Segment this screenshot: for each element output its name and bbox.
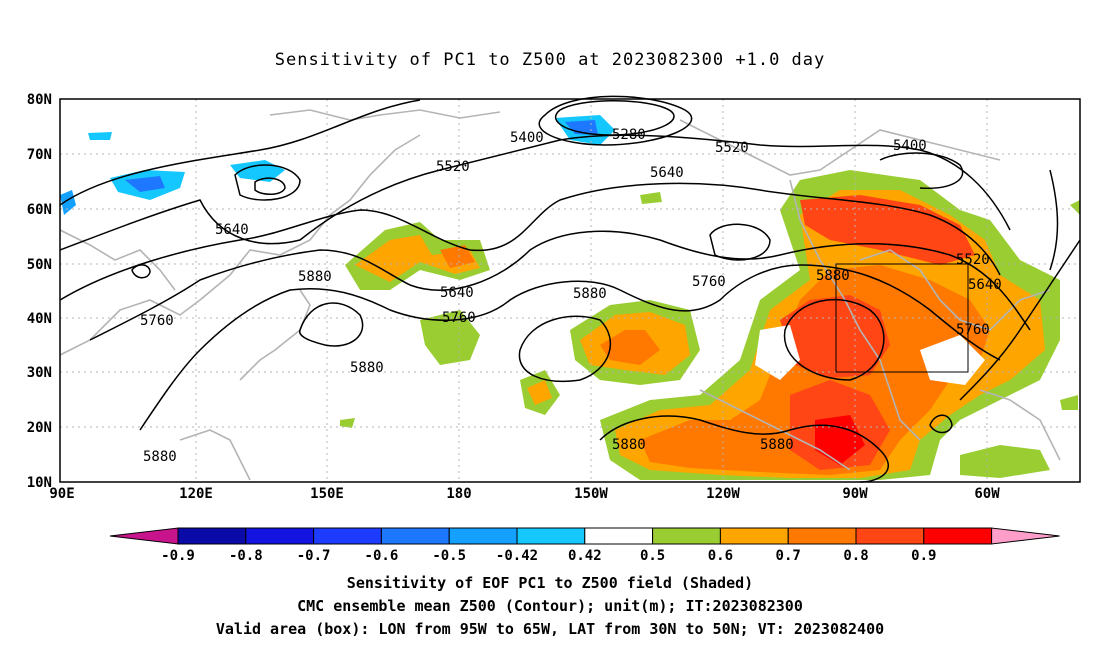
colorbar-swatch: [177, 527, 247, 545]
coastlines: [59, 109, 1061, 481]
contour-label: 5880: [760, 437, 794, 453]
contour-label: 5400: [510, 130, 544, 146]
valid-area-box: [835, 263, 969, 373]
colorbar-swatch: [313, 527, 382, 545]
colorbar-swatch: [380, 527, 450, 545]
colorbar-tick-label: -0.6: [365, 548, 399, 564]
contour-label: 5760: [140, 313, 174, 329]
caption-line-2: CMC ensemble mean Z500 (Contour); unit(m…: [297, 597, 803, 615]
colorbar-tick-label: 0.7: [776, 548, 801, 564]
contour-label: 5520: [956, 252, 990, 268]
colorbar-tick-label: 0.6: [708, 548, 733, 564]
contour-label: 5880: [350, 360, 384, 376]
colorbar-tick-label: -0.42: [496, 548, 538, 564]
colorbar-swatch: [584, 527, 654, 545]
contour-label: 5640: [968, 277, 1002, 293]
lat-label: 60N: [27, 202, 52, 218]
colorbar-swatch: [448, 527, 518, 545]
lat-label: 40N: [27, 311, 52, 327]
contour-label: 5400: [893, 138, 927, 154]
colorbar-tick-label: -0.5: [432, 548, 466, 564]
colorbar-tick-label: -0.7: [297, 548, 331, 564]
lat-label: 10N: [27, 475, 52, 491]
lat-label: 80N: [27, 92, 52, 108]
map-frame: [59, 98, 1081, 483]
lat-label: 30N: [27, 365, 52, 381]
lon-label: 150W: [574, 486, 608, 502]
colorbar-swatch: [245, 527, 315, 545]
lon-label: 180: [446, 486, 471, 502]
contour-label: 5640: [215, 222, 249, 238]
colorbar-tick-label: -0.8: [229, 548, 263, 564]
lat-label: 20N: [27, 420, 52, 436]
caption-line-1: Sensitivity of EOF PC1 to Z500 field (Sh…: [346, 574, 754, 592]
colorbar-swatch: [516, 527, 586, 545]
contour-label: 5760: [692, 274, 726, 290]
colorbar-tick-label: 0.5: [640, 548, 665, 564]
lon-label: 90W: [842, 486, 868, 502]
contour-label: 5760: [442, 310, 476, 326]
contour-label: 5520: [715, 140, 749, 156]
contour-label: 5880: [612, 437, 646, 453]
lon-label: 120W: [706, 486, 740, 502]
contour-label: 5760: [956, 322, 990, 338]
colorbar-swatch: [719, 527, 789, 545]
colorbar-tick-label: 0.8: [843, 548, 868, 564]
contour-label: 5520: [436, 159, 470, 175]
colorbar-tick-label: 0.9: [911, 548, 936, 564]
contour-label: 5640: [650, 165, 684, 181]
graticule: [60, 99, 1080, 482]
contour-label: 5640: [440, 285, 474, 301]
z500-contours: [59, 95, 1081, 483]
lon-label: 120E: [179, 486, 213, 502]
caption-line-3: Valid area (box): LON from 95W to 65W, L…: [215, 620, 885, 638]
colorbar-tick-label: 0.42: [568, 548, 602, 564]
lat-label: 70N: [27, 147, 52, 163]
contour-label: 5880: [816, 268, 850, 284]
colorbar: -0.9 -0.8 -0.7 -0.6 -0.5 -0.42 0.42 0.5 0.6 0.7 0.…: [109, 527, 1060, 564]
lon-label: 60W: [974, 486, 1000, 502]
contour-label: 5880: [143, 449, 177, 465]
colorbar-swatch: [787, 527, 857, 545]
colorbar-swatch: [855, 527, 925, 545]
colorbar-extend-high: [991, 527, 1060, 545]
lon-label: 90E: [49, 486, 74, 502]
lat-label: 50N: [27, 257, 52, 273]
contour-label: 5880: [298, 269, 332, 285]
contour-label: 5880: [573, 286, 607, 302]
lon-label: 150E: [310, 486, 344, 502]
contour-label: 5280: [612, 127, 646, 143]
colorbar-extend-low: [109, 527, 179, 545]
map-title: Sensitivity of PC1 to Z500 at 2023082300…: [274, 50, 826, 70]
colorbar-swatch: [923, 527, 993, 545]
colorbar-tick-label: -0.9: [161, 548, 195, 564]
colorbar-swatch: [652, 527, 721, 545]
